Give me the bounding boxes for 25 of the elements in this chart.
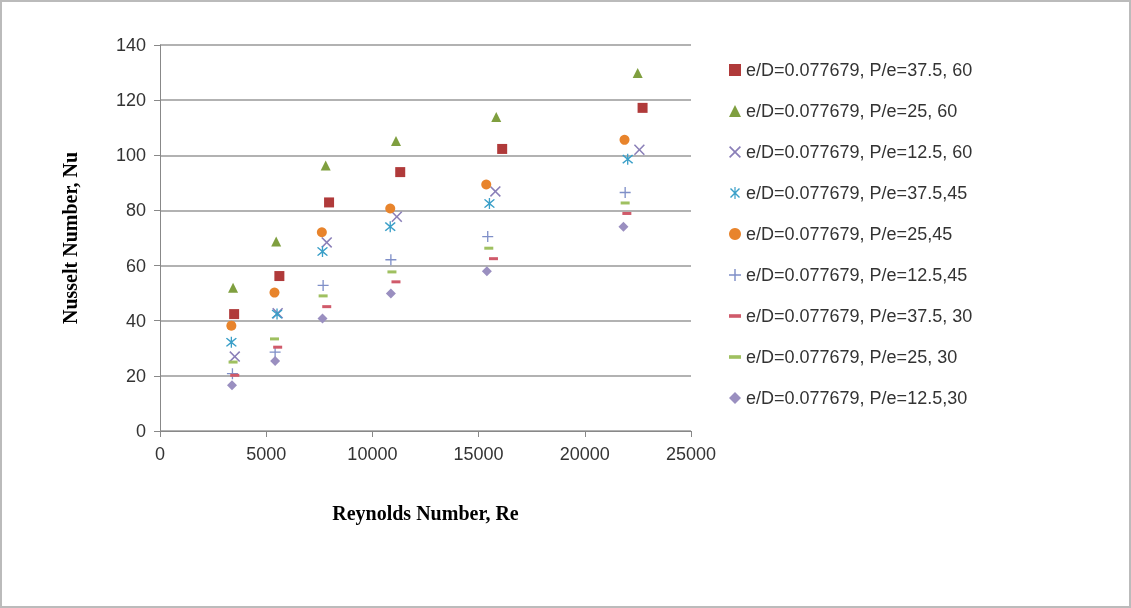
- x-tick-label: 25000: [665, 444, 717, 464]
- y-tick-label: 100: [115, 145, 146, 166]
- y-tick-label: 20: [125, 365, 146, 386]
- x-tick-label: 10000: [347, 444, 398, 464]
- y-tick-label: 120: [115, 90, 146, 111]
- legend-label: e/D=0.077679, P/e=37.5,45: [746, 183, 968, 203]
- y-tick-label: 40: [125, 310, 146, 331]
- y-tick-label: 0: [135, 421, 146, 441]
- legend-label: e/D=0.077679, P/e=25, 30: [746, 347, 958, 367]
- x-tick-label: 15000: [453, 444, 504, 464]
- x-tick-label: 5000: [246, 444, 287, 464]
- legend-label: e/D=0.077679, P/e=12.5,45: [746, 265, 968, 285]
- legend-label: e/D=0.077679, P/e=12.5,30: [746, 388, 968, 408]
- y-tick-label: 140: [115, 35, 146, 55]
- legend-label: e/D=0.077679, P/e=25,45: [746, 224, 953, 244]
- legend-label: e/D=0.077679, P/e=12.5, 60: [746, 142, 973, 162]
- x-axis-title: Reynolds Number, Re: [332, 502, 519, 525]
- x-tick-label: 20000: [559, 444, 610, 464]
- y-tick-label: 80: [125, 200, 146, 221]
- y-tick-label: 60: [125, 255, 146, 276]
- y-axis-title: Nusselt Number, Nu: [59, 151, 81, 325]
- legend-label: e/D=0.077679, P/e=37.5, 30: [746, 306, 973, 326]
- legend-label: e/D=0.077679, P/e=37.5, 60: [746, 60, 973, 80]
- legend-label: e/D=0.077679, P/e=25, 60: [746, 101, 958, 121]
- x-tick-label: 0: [154, 444, 166, 464]
